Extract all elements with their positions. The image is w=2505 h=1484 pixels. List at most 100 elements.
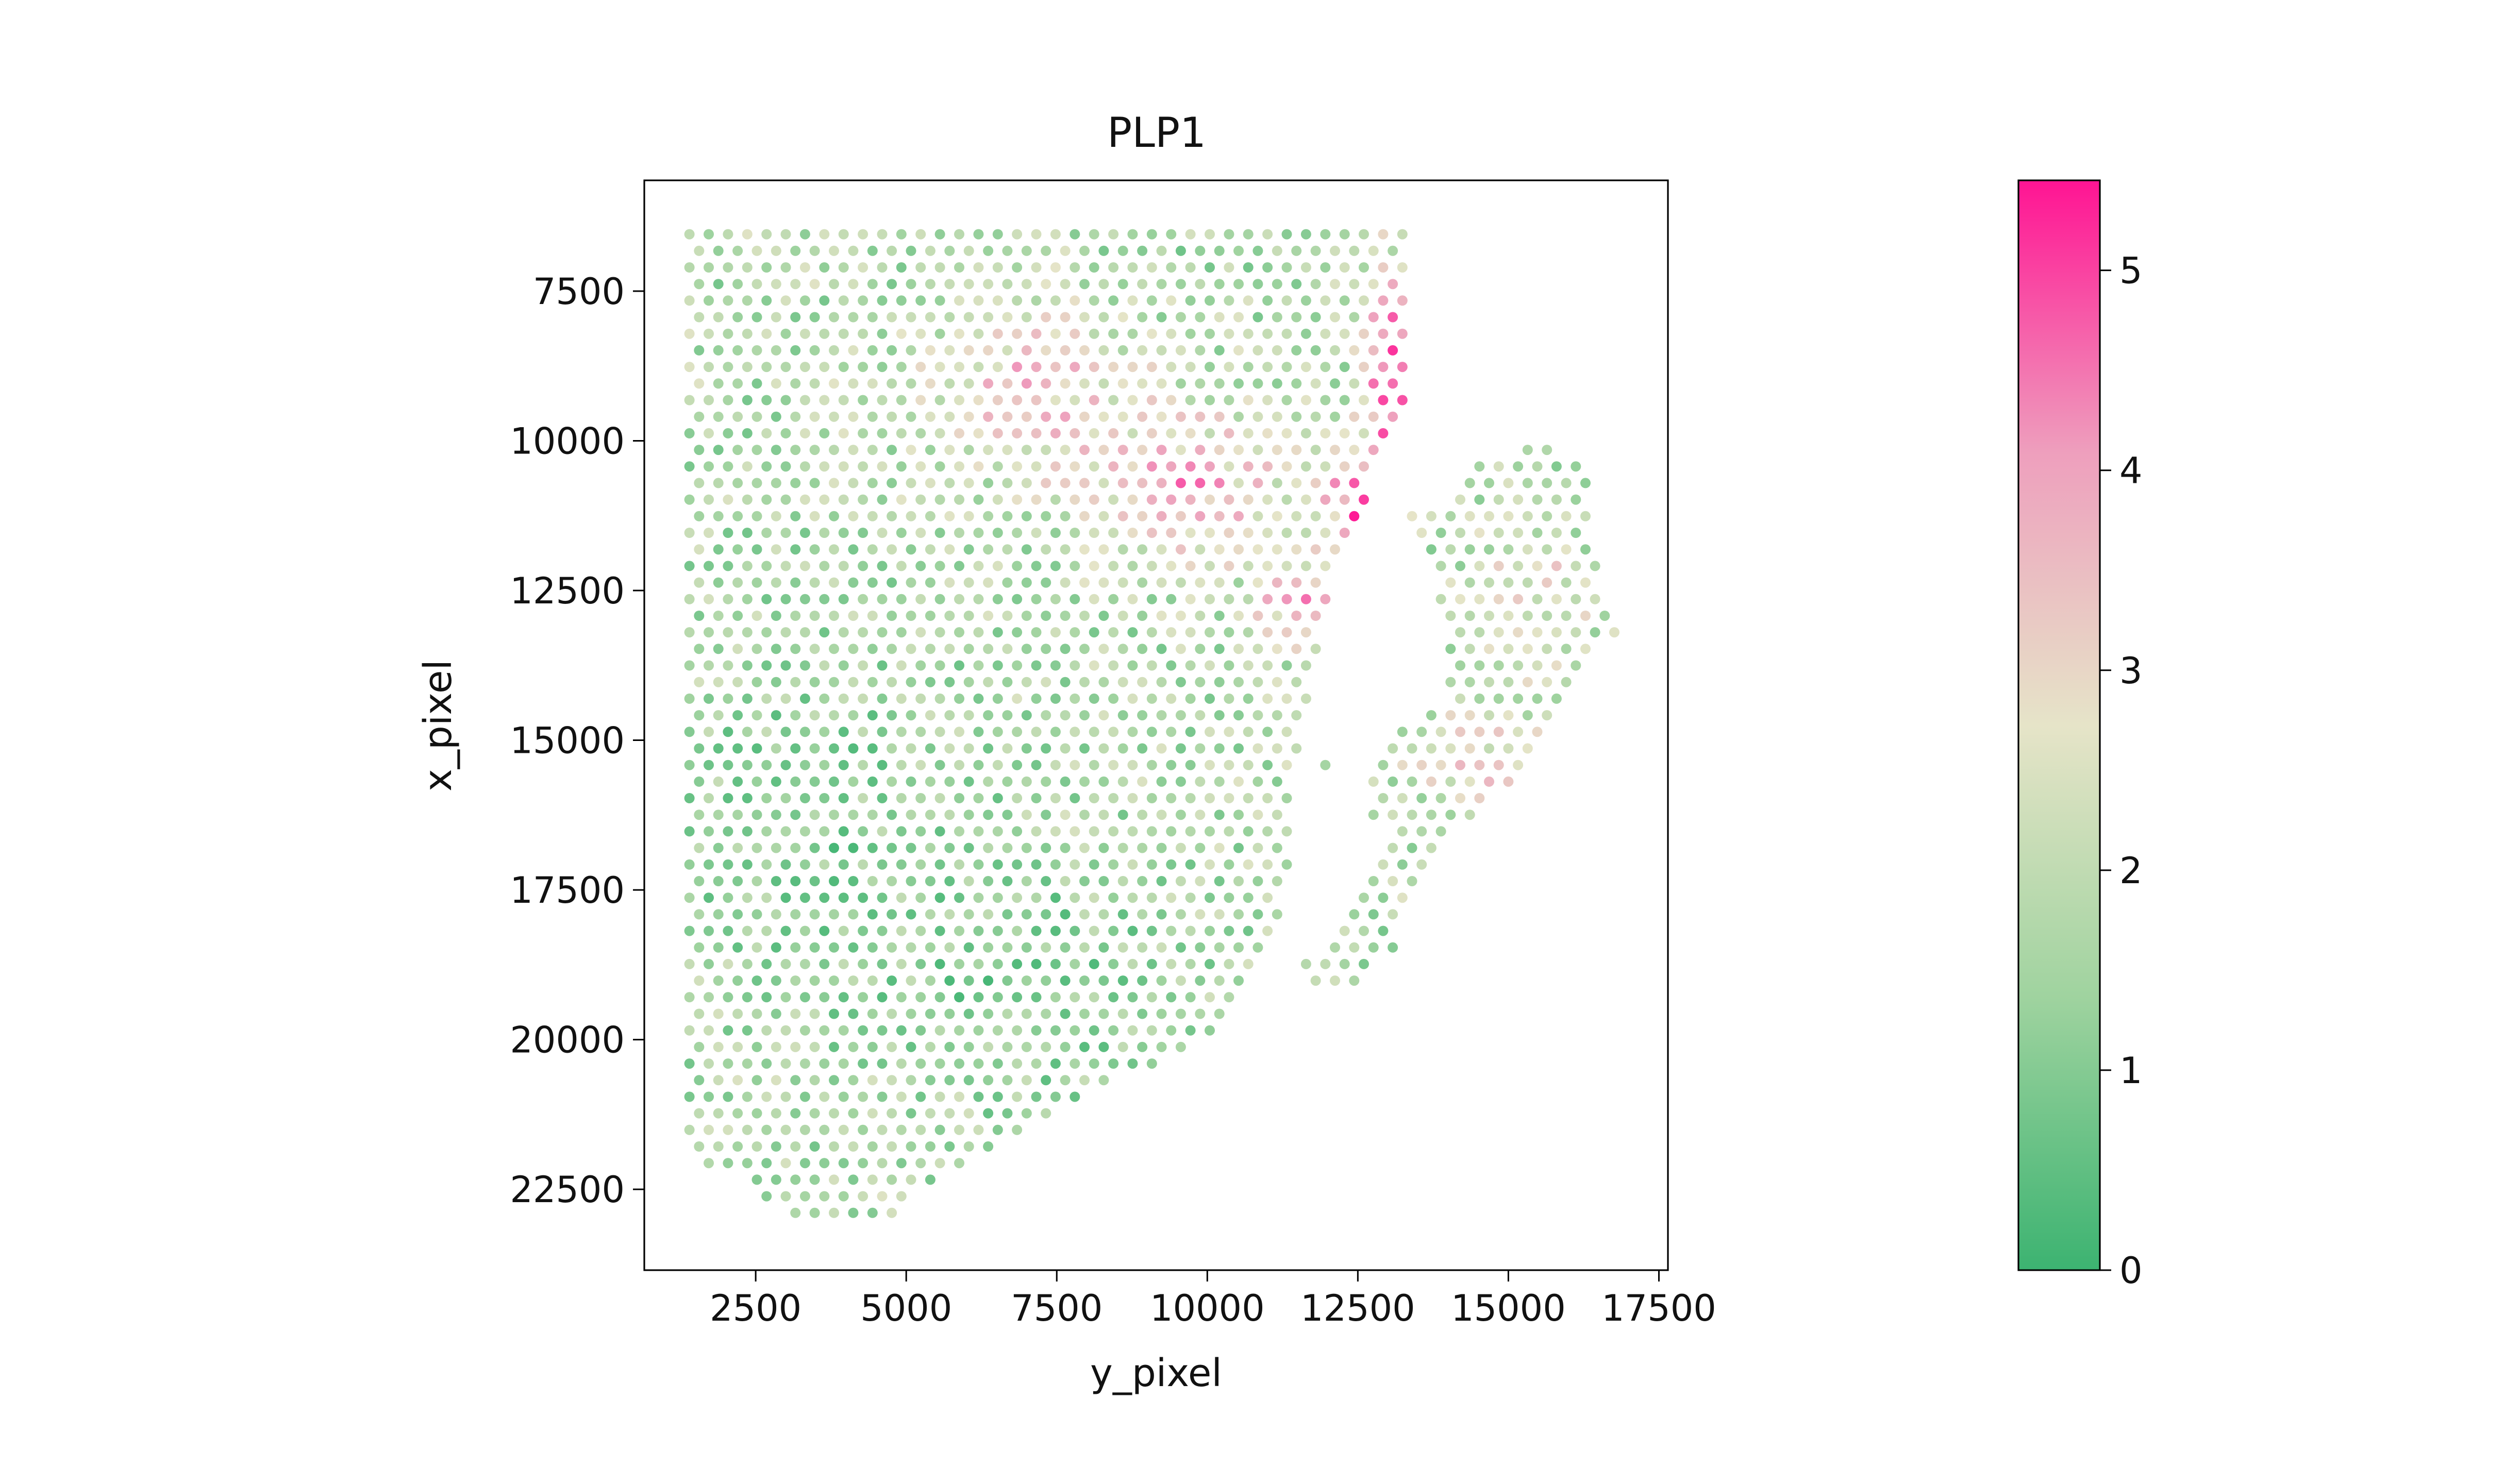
expression-spot — [1542, 710, 1552, 721]
expression-spot — [1205, 362, 1215, 373]
expression-spot — [1252, 942, 1263, 953]
expression-spot — [1098, 245, 1109, 256]
expression-spot — [915, 561, 926, 571]
expression-spot — [992, 328, 1003, 339]
expression-spot — [1532, 528, 1543, 538]
expression-spot — [1291, 544, 1302, 555]
expression-spot — [944, 411, 955, 422]
expression-spot — [1012, 925, 1023, 936]
expression-spot — [858, 660, 869, 671]
expression-spot — [819, 395, 830, 406]
expression-spot — [877, 859, 888, 870]
expression-spot — [992, 627, 1003, 638]
expression-spot — [867, 445, 878, 456]
expression-spot — [713, 279, 724, 290]
expression-spot — [742, 1025, 753, 1036]
expression-spot — [1166, 561, 1177, 571]
expression-spot — [838, 992, 849, 1003]
expression-spot — [934, 826, 945, 837]
expression-spot — [944, 1075, 955, 1086]
expression-spot — [963, 1075, 974, 1086]
expression-spot — [1070, 859, 1080, 870]
expression-spot — [1185, 262, 1196, 273]
expression-spot — [992, 925, 1003, 936]
expression-spot — [848, 743, 859, 754]
expression-spot — [1551, 693, 1562, 704]
expression-spot — [1590, 561, 1600, 571]
expression-spot — [694, 279, 705, 290]
expression-spot — [1166, 362, 1177, 373]
expression-spot — [1195, 245, 1206, 256]
expression-spot — [983, 1008, 994, 1019]
expression-spot — [867, 544, 878, 555]
expression-spot — [1137, 1008, 1148, 1019]
expression-spot — [1445, 644, 1456, 654]
expression-spot — [780, 892, 791, 903]
expression-spot — [732, 279, 743, 290]
expression-spot — [1079, 710, 1090, 721]
expression-spot — [1474, 461, 1485, 472]
expression-spot — [819, 561, 830, 571]
expression-spot — [858, 428, 869, 439]
expression-spot — [1060, 511, 1071, 521]
expression-spot — [983, 611, 994, 621]
expression-spot — [751, 345, 762, 356]
expression-spot — [829, 478, 839, 488]
expression-spot — [1012, 1025, 1023, 1036]
expression-spot — [1320, 428, 1331, 439]
expression-spot — [790, 909, 801, 920]
expression-spot — [1300, 295, 1311, 306]
expression-spot — [1050, 627, 1061, 638]
expression-spot — [1205, 760, 1215, 770]
expression-spot — [732, 776, 743, 787]
expression-spot — [1272, 544, 1282, 555]
expression-spot — [963, 1008, 974, 1019]
expression-spot — [1031, 295, 1042, 306]
expression-spot — [751, 876, 762, 886]
expression-spot — [1262, 793, 1273, 803]
expression-spot — [1137, 842, 1148, 853]
expression-spot — [1098, 743, 1109, 754]
expression-spot — [934, 262, 945, 273]
expression-spot — [934, 1158, 945, 1169]
expression-spot — [1310, 279, 1321, 290]
x-tick-label: 17500 — [1601, 1287, 1716, 1329]
expression-spot — [867, 644, 878, 654]
expression-spot — [771, 511, 781, 521]
expression-spot — [867, 312, 878, 323]
expression-spot — [944, 1108, 955, 1119]
expression-spot — [1127, 859, 1138, 870]
expression-spot — [1031, 660, 1042, 671]
expression-spot — [1300, 262, 1311, 273]
expression-spot — [1224, 328, 1234, 339]
expression-spot — [771, 810, 781, 820]
expression-spot — [1542, 445, 1552, 456]
expression-spot — [723, 528, 733, 538]
expression-spot — [887, 1174, 897, 1185]
expression-spot — [915, 328, 926, 339]
expression-spot — [925, 544, 936, 555]
expression-spot — [771, 909, 781, 920]
expression-spot — [790, 810, 801, 820]
expression-spot — [1262, 760, 1273, 770]
expression-spot — [1146, 461, 1157, 472]
expression-spot — [925, 810, 936, 820]
expression-spot — [1002, 378, 1013, 389]
expression-spot — [809, 378, 820, 389]
expression-spot — [1079, 810, 1090, 820]
expression-spot — [887, 975, 897, 986]
expression-spot — [858, 262, 869, 273]
expression-spot — [848, 942, 859, 953]
expression-spot — [983, 1108, 994, 1119]
expression-spot — [1580, 644, 1591, 654]
expression-spot — [684, 1124, 695, 1135]
expression-spot — [1041, 1041, 1051, 1052]
expression-spot — [1098, 710, 1109, 721]
expression-spot — [1021, 710, 1032, 721]
expression-spot — [829, 611, 839, 621]
expression-spot — [992, 561, 1003, 571]
expression-spot — [992, 859, 1003, 870]
expression-spot — [973, 826, 984, 837]
expression-spot — [1300, 958, 1311, 969]
expression-spot — [944, 810, 955, 820]
